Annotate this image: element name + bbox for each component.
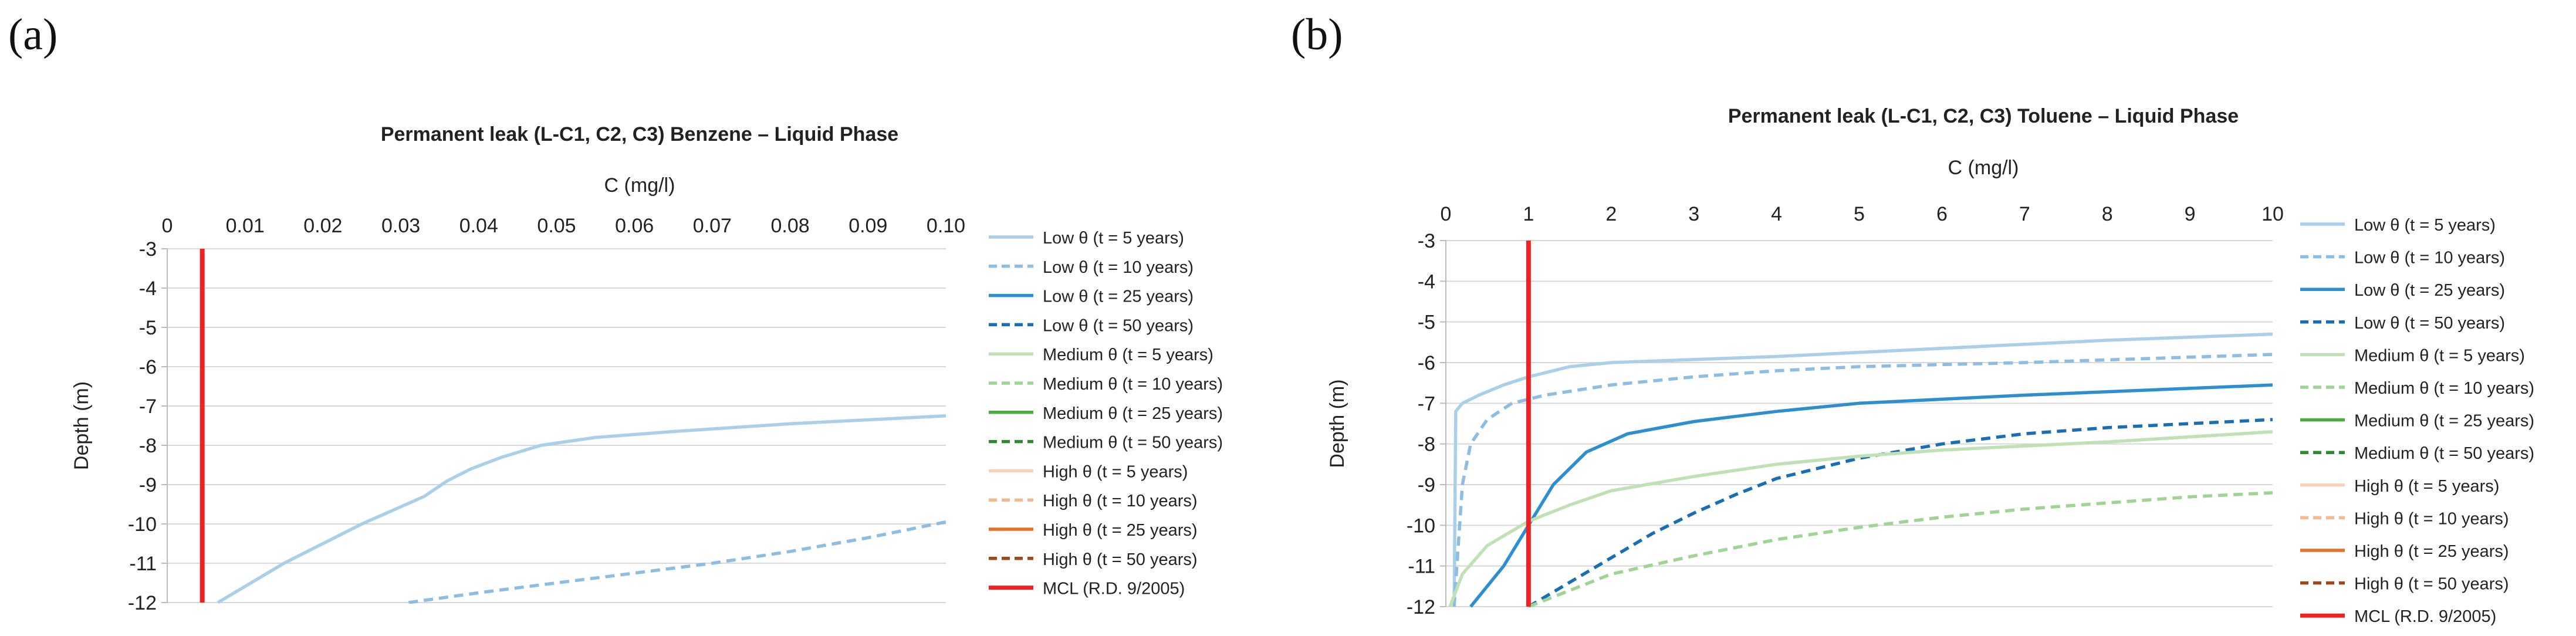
series-line [1527, 491, 2273, 608]
x-tick-label: 0.03 [381, 215, 420, 237]
y-tick-label: -11 [1408, 556, 1435, 578]
legend-label: Low θ (t = 50 years) [1043, 316, 1194, 335]
legend-label: High θ (t = 25 years) [1043, 521, 1198, 540]
x-axis-label: C (mg/l) [604, 174, 675, 197]
y-tick-label: -5 [139, 317, 157, 339]
legend-label: Low θ (t = 5 years) [2354, 216, 2496, 235]
legend-label: High θ (t = 50 years) [2354, 575, 2509, 594]
y-tick-label: -4 [1418, 270, 1435, 293]
chart-title: Permanent leak (L-C1, C2, C3) Benzene – … [381, 123, 898, 146]
panel-b-label: (b) [1291, 10, 1343, 59]
y-tick-label: -8 [1418, 434, 1435, 456]
chart-toluene: Permanent leak (L-C1, C2, C3) Toluene – … [1326, 105, 2534, 626]
legend-label: Low θ (t = 5 years) [1043, 229, 1184, 248]
x-tick-label: 6 [1936, 203, 1948, 225]
legend-label: High θ (t = 50 years) [1043, 550, 1198, 569]
x-tick-label: 1 [1523, 203, 1534, 225]
y-tick-label: -10 [1407, 515, 1435, 537]
x-tick-label: 5 [1854, 203, 1865, 225]
panel-a-label: (a) [8, 10, 58, 59]
chart-title: Permanent leak (L-C1, C2, C3) Toluene – … [1728, 105, 2239, 127]
legend-label: Low θ (t = 10 years) [2354, 249, 2505, 268]
series-line [1452, 353, 2273, 607]
x-tick-label: 0.07 [693, 215, 732, 237]
legend-label: High θ (t = 10 years) [1043, 492, 1198, 510]
legend-label: High θ (t = 5 years) [1043, 462, 1188, 481]
x-tick-label: 0.01 [226, 215, 265, 237]
y-tick-label: -4 [139, 278, 157, 300]
x-tick-label: 4 [1771, 203, 1782, 225]
x-tick-label: 0.02 [303, 215, 342, 237]
x-tick-label: 0.08 [771, 215, 810, 237]
legend-label: Medium θ (t = 10 years) [1043, 375, 1223, 394]
y-tick-label: -9 [1418, 474, 1435, 496]
x-tick-label: 9 [2185, 203, 2196, 225]
legend-label: Medium θ (t = 25 years) [2354, 412, 2534, 431]
y-tick-label: -8 [139, 435, 157, 457]
series-line [1469, 383, 2273, 608]
x-tick-label: 3 [1688, 203, 1699, 225]
y-axis-label: Depth (m) [70, 381, 93, 470]
x-tick-label: 0.06 [615, 215, 654, 237]
series-line [1527, 418, 2273, 608]
series-line [408, 520, 946, 604]
x-tick-label: 0.09 [848, 215, 887, 237]
y-tick-label: -3 [1418, 230, 1435, 252]
y-tick-label: -11 [129, 553, 157, 575]
x-tick-label: 0.05 [537, 215, 576, 237]
x-tick-label: 0.10 [927, 215, 965, 237]
y-tick-label: -7 [139, 395, 157, 418]
legend-label: Low θ (t = 25 years) [2354, 281, 2505, 300]
y-tick-label: -5 [1418, 312, 1435, 334]
y-tick-label: -7 [1418, 393, 1435, 415]
legend-label: MCL (R.D. 9/2005) [1043, 580, 1185, 598]
chart-benzene: Permanent leak (L-C1, C2, C3) Benzene – … [70, 123, 1223, 614]
legend-label: Medium θ (t = 10 years) [2354, 379, 2534, 398]
legend-label: Medium θ (t = 50 years) [1043, 434, 1223, 452]
legend-label: Low θ (t = 10 years) [1043, 258, 1194, 277]
y-axis-label: Depth (m) [1326, 379, 1348, 468]
y-tick-label: -10 [128, 513, 157, 536]
y-tick-label: -9 [139, 474, 157, 496]
x-tick-label: 0.04 [459, 215, 498, 237]
y-tick-label: -6 [139, 356, 157, 378]
legend-label: Low θ (t = 25 years) [1043, 287, 1194, 306]
series-line [1452, 332, 2273, 607]
legend-label: High θ (t = 10 years) [2354, 509, 2509, 528]
x-tick-label: 0 [1441, 203, 1452, 225]
plot-area [1448, 241, 2273, 608]
legend-label: High θ (t = 5 years) [2354, 477, 2499, 496]
legend-label: Low θ (t = 50 years) [2354, 314, 2505, 333]
x-tick-label: 0 [162, 215, 173, 237]
legend-label: High θ (t = 25 years) [2354, 542, 2509, 561]
x-tick-label: 7 [2019, 203, 2030, 225]
legend-label: Medium θ (t = 25 years) [1043, 404, 1223, 423]
series-line [217, 414, 946, 604]
legend-label: MCL (R.D. 9/2005) [2354, 607, 2496, 626]
x-tick-label: 2 [1605, 203, 1617, 225]
y-tick-label: -3 [139, 238, 157, 261]
series-line [1448, 430, 2273, 607]
y-tick-label: -12 [1407, 596, 1435, 618]
y-tick-label: -6 [1418, 352, 1435, 374]
legend-label: Medium θ (t = 5 years) [2354, 346, 2525, 365]
x-tick-label: 8 [2102, 203, 2113, 225]
y-tick-label: -12 [128, 592, 157, 614]
x-tick-label: 10 [2261, 203, 2284, 225]
plot-area [200, 249, 946, 604]
legend-label: Medium θ (t = 50 years) [2354, 444, 2534, 463]
x-axis-label: C (mg/l) [1948, 157, 2019, 179]
legend-label: Medium θ (t = 5 years) [1043, 346, 1213, 364]
